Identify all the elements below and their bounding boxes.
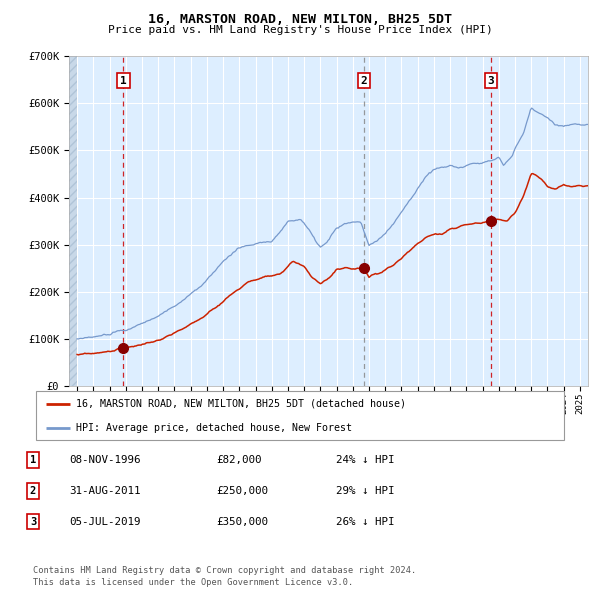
Text: 16, MARSTON ROAD, NEW MILTON, BH25 5DT (detached house): 16, MARSTON ROAD, NEW MILTON, BH25 5DT (… [76,399,406,409]
Text: 29% ↓ HPI: 29% ↓ HPI [336,486,395,496]
Text: 08-NOV-1996: 08-NOV-1996 [69,455,140,465]
Text: Price paid vs. HM Land Registry's House Price Index (HPI): Price paid vs. HM Land Registry's House … [107,25,493,35]
Text: 26% ↓ HPI: 26% ↓ HPI [336,517,395,526]
Text: 05-JUL-2019: 05-JUL-2019 [69,517,140,526]
Text: HPI: Average price, detached house, New Forest: HPI: Average price, detached house, New … [76,423,352,433]
Text: 3: 3 [487,76,494,86]
Bar [69,56,77,386]
FancyBboxPatch shape [36,391,564,440]
Text: £82,000: £82,000 [216,455,262,465]
Text: 1: 1 [120,76,127,86]
Text: 16, MARSTON ROAD, NEW MILTON, BH25 5DT: 16, MARSTON ROAD, NEW MILTON, BH25 5DT [148,13,452,26]
Text: 3: 3 [30,517,36,526]
Text: 31-AUG-2011: 31-AUG-2011 [69,486,140,496]
Text: 24% ↓ HPI: 24% ↓ HPI [336,455,395,465]
Text: Contains HM Land Registry data © Crown copyright and database right 2024.
This d: Contains HM Land Registry data © Crown c… [33,566,416,587]
Text: 1: 1 [30,455,36,465]
Text: £350,000: £350,000 [216,517,268,526]
Text: 2: 2 [30,486,36,496]
Text: 2: 2 [361,76,367,86]
Text: £250,000: £250,000 [216,486,268,496]
